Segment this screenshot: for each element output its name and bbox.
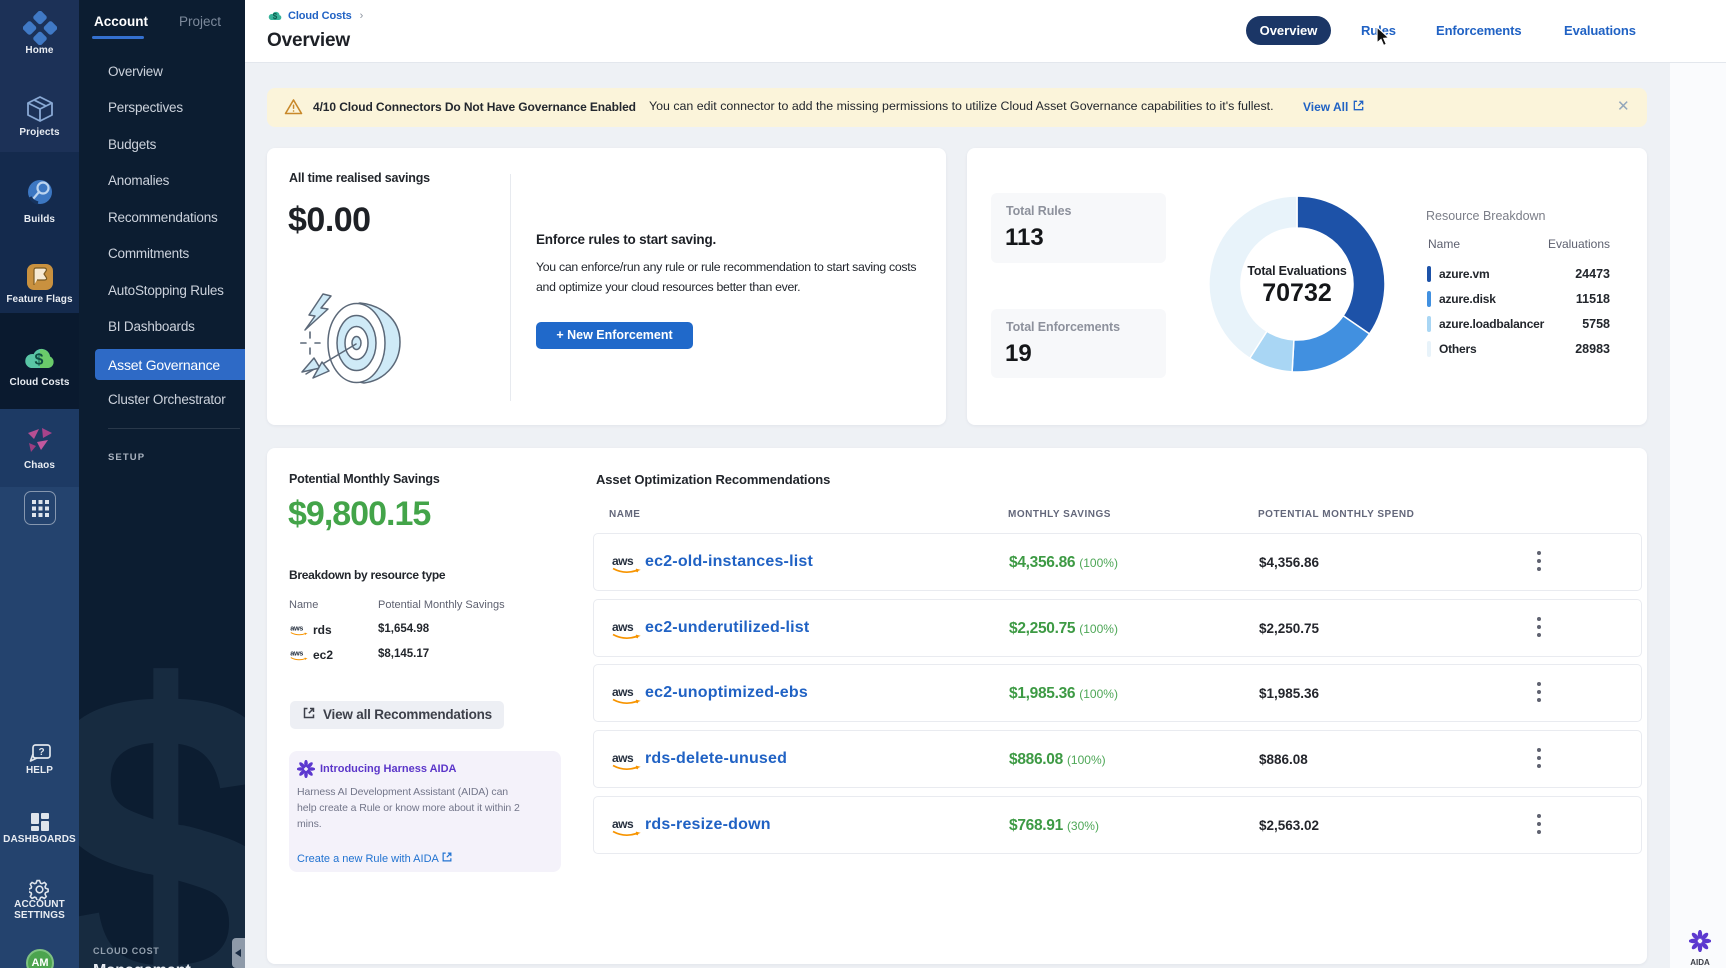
svg-text:aws: aws (290, 623, 303, 632)
svg-text:aws: aws (612, 817, 634, 831)
svg-text:aws: aws (612, 685, 634, 699)
svg-text:aws: aws (290, 648, 303, 657)
svg-text:$: $ (273, 12, 278, 21)
svg-text:$: $ (34, 352, 43, 369)
svg-text:aws: aws (612, 751, 634, 765)
svg-text:?: ? (38, 747, 44, 758)
svg-text:aws: aws (612, 554, 634, 568)
svg-text:aws: aws (612, 620, 634, 634)
